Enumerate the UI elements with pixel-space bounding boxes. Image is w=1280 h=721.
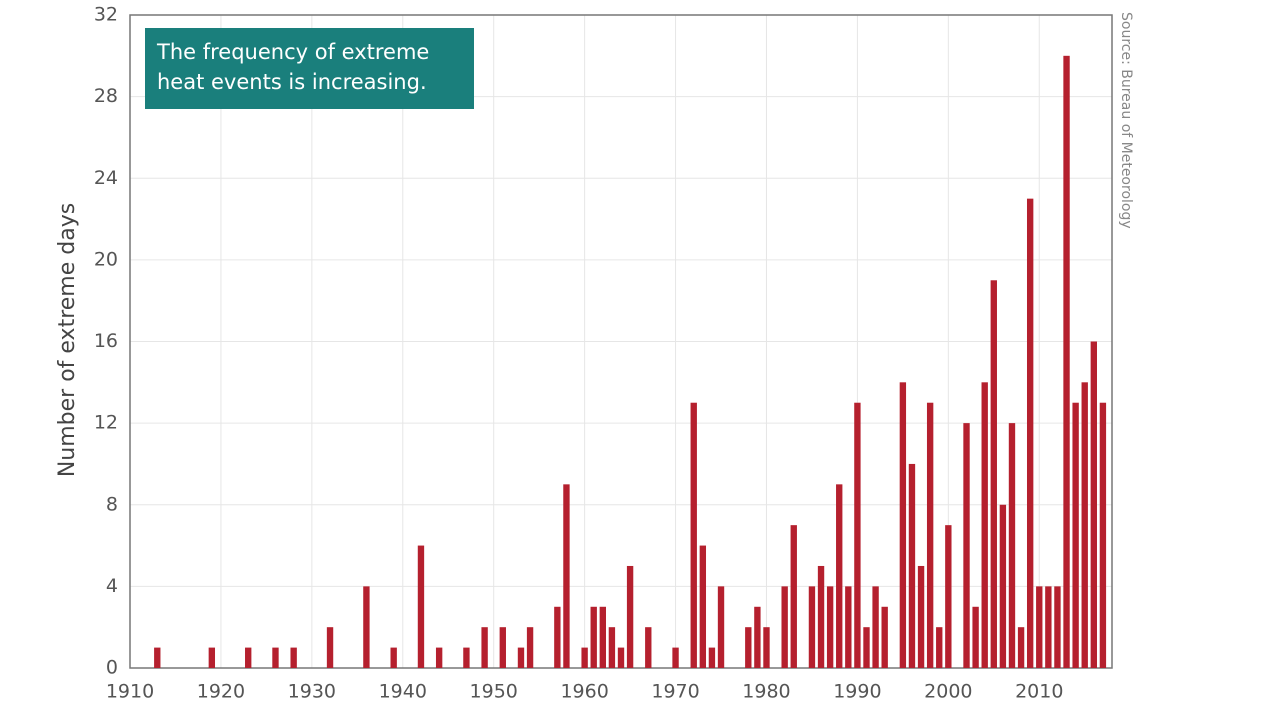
bar bbox=[626, 565, 634, 668]
x-tick-label: 1960 bbox=[560, 681, 608, 703]
bar bbox=[526, 627, 534, 668]
x-tick-label: 1990 bbox=[833, 681, 881, 703]
x-tick-label: 1940 bbox=[379, 681, 427, 703]
bar bbox=[990, 280, 997, 668]
bar bbox=[363, 586, 370, 668]
bar bbox=[1081, 382, 1088, 668]
bar bbox=[599, 606, 606, 668]
bar bbox=[945, 525, 952, 668]
bar bbox=[608, 627, 616, 668]
bar bbox=[790, 525, 797, 668]
bar bbox=[208, 647, 216, 668]
y-tick-label: 0 bbox=[106, 657, 118, 679]
bar bbox=[872, 586, 879, 668]
bar bbox=[708, 647, 716, 668]
y-tick-label: 32 bbox=[94, 4, 118, 26]
bar bbox=[617, 647, 625, 668]
bar bbox=[417, 545, 425, 668]
bar bbox=[981, 382, 988, 668]
bar bbox=[272, 647, 279, 668]
bar bbox=[826, 586, 834, 668]
bar bbox=[517, 647, 525, 668]
y-tick-label: 12 bbox=[94, 412, 118, 434]
source: Source: Bureau of Meteorology bbox=[1118, 12, 1134, 229]
bar bbox=[1026, 198, 1034, 668]
x-tick-label: 1980 bbox=[742, 681, 790, 703]
bar bbox=[854, 402, 861, 668]
bar bbox=[1017, 627, 1025, 668]
bar bbox=[1063, 55, 1070, 668]
bar bbox=[245, 647, 252, 668]
bar bbox=[1054, 586, 1061, 668]
y-tick-label: 16 bbox=[94, 330, 118, 352]
bar bbox=[817, 565, 825, 668]
bar bbox=[963, 423, 970, 668]
bar bbox=[581, 647, 588, 668]
bar bbox=[554, 606, 561, 668]
bar bbox=[881, 606, 888, 668]
bar bbox=[845, 586, 852, 668]
bar bbox=[463, 647, 470, 668]
bar bbox=[908, 463, 916, 668]
y-axis-label: Number of extreme days bbox=[55, 203, 80, 477]
bar bbox=[645, 627, 652, 668]
x-tick-label: 1930 bbox=[288, 681, 336, 703]
bar bbox=[1072, 402, 1079, 668]
bar bbox=[863, 627, 870, 668]
bar bbox=[1036, 586, 1043, 668]
bar bbox=[1099, 402, 1107, 668]
bar bbox=[781, 586, 788, 668]
annotation: The frequency of extreme heat events is … bbox=[145, 28, 474, 109]
x-tick-label: 1950 bbox=[470, 681, 518, 703]
bar bbox=[690, 402, 697, 668]
x-tick-label: 2000 bbox=[924, 681, 972, 703]
y-tick-label: 28 bbox=[94, 85, 118, 107]
y-tick-label: 24 bbox=[94, 167, 118, 189]
x-tick-label: 2010 bbox=[1015, 681, 1063, 703]
bar bbox=[717, 586, 725, 668]
bar bbox=[972, 606, 979, 668]
bar bbox=[390, 647, 397, 668]
bar bbox=[808, 586, 816, 668]
bar bbox=[154, 647, 161, 668]
bar bbox=[926, 402, 934, 668]
bar bbox=[745, 627, 752, 668]
bar bbox=[672, 647, 679, 668]
bar bbox=[499, 627, 506, 668]
bar bbox=[999, 504, 1007, 668]
bar bbox=[1090, 341, 1097, 668]
bar bbox=[326, 627, 334, 668]
y-tick-label: 8 bbox=[106, 493, 118, 515]
bar bbox=[936, 627, 943, 668]
x-tick-label: 1920 bbox=[197, 681, 245, 703]
bar bbox=[590, 606, 597, 668]
bar bbox=[481, 627, 488, 668]
bar bbox=[290, 647, 297, 668]
bar bbox=[836, 484, 843, 668]
bar bbox=[763, 627, 770, 668]
y-tick-label: 20 bbox=[94, 248, 118, 270]
bar bbox=[1008, 423, 1016, 668]
bar bbox=[917, 565, 925, 668]
bar bbox=[563, 484, 570, 668]
bar bbox=[1045, 586, 1052, 668]
bar bbox=[754, 606, 761, 668]
y-tick-label: 4 bbox=[106, 575, 118, 597]
bar bbox=[899, 382, 907, 668]
bar bbox=[435, 647, 443, 668]
bar bbox=[699, 545, 707, 668]
x-tick-label: 1970 bbox=[651, 681, 699, 703]
x-tick-label: 1910 bbox=[106, 681, 154, 703]
